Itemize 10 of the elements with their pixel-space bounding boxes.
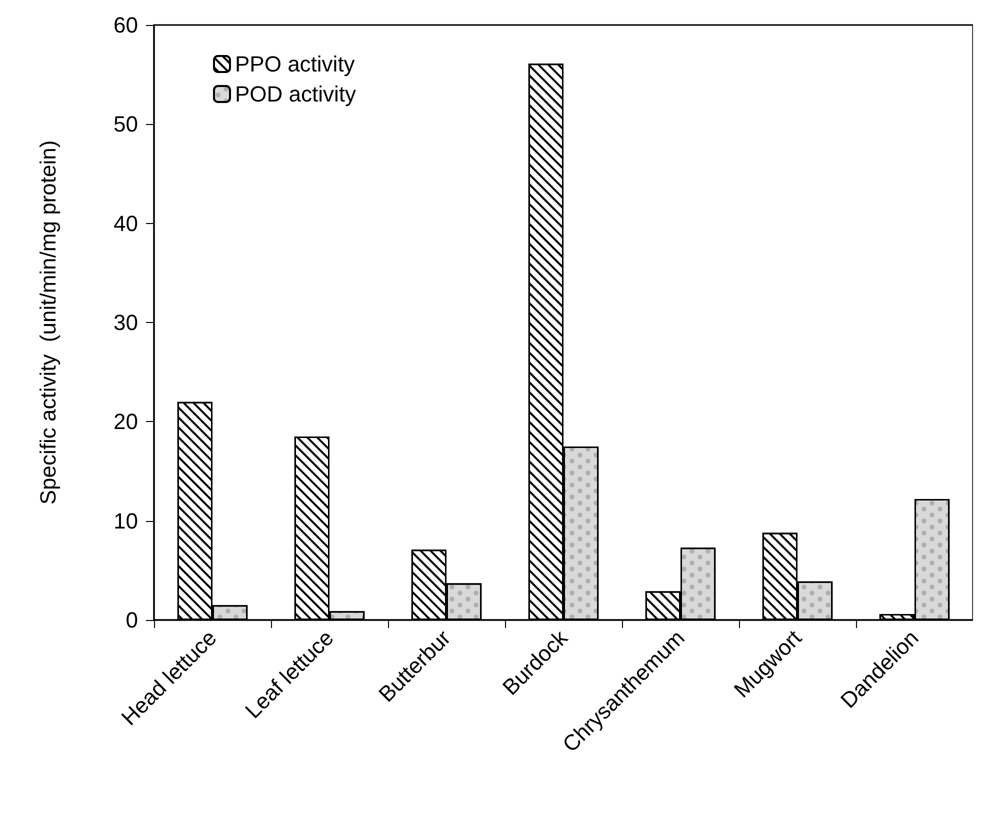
y-axis-title: Specific activity (unit/min/mg protein) bbox=[36, 140, 60, 505]
y-tick-label: 20 bbox=[114, 409, 138, 434]
y-tick-label: 60 bbox=[114, 12, 138, 38]
y-tick-label: 30 bbox=[114, 310, 138, 335]
legend-label: POD activity bbox=[235, 82, 356, 106]
y-tick-label: 10 bbox=[114, 508, 138, 534]
y-tick-label: 0 bbox=[126, 608, 138, 632]
y-tick-label: 50 bbox=[114, 112, 138, 137]
legend-label: PPO activity bbox=[235, 52, 355, 76]
y-tick-label: 40 bbox=[114, 210, 138, 236]
